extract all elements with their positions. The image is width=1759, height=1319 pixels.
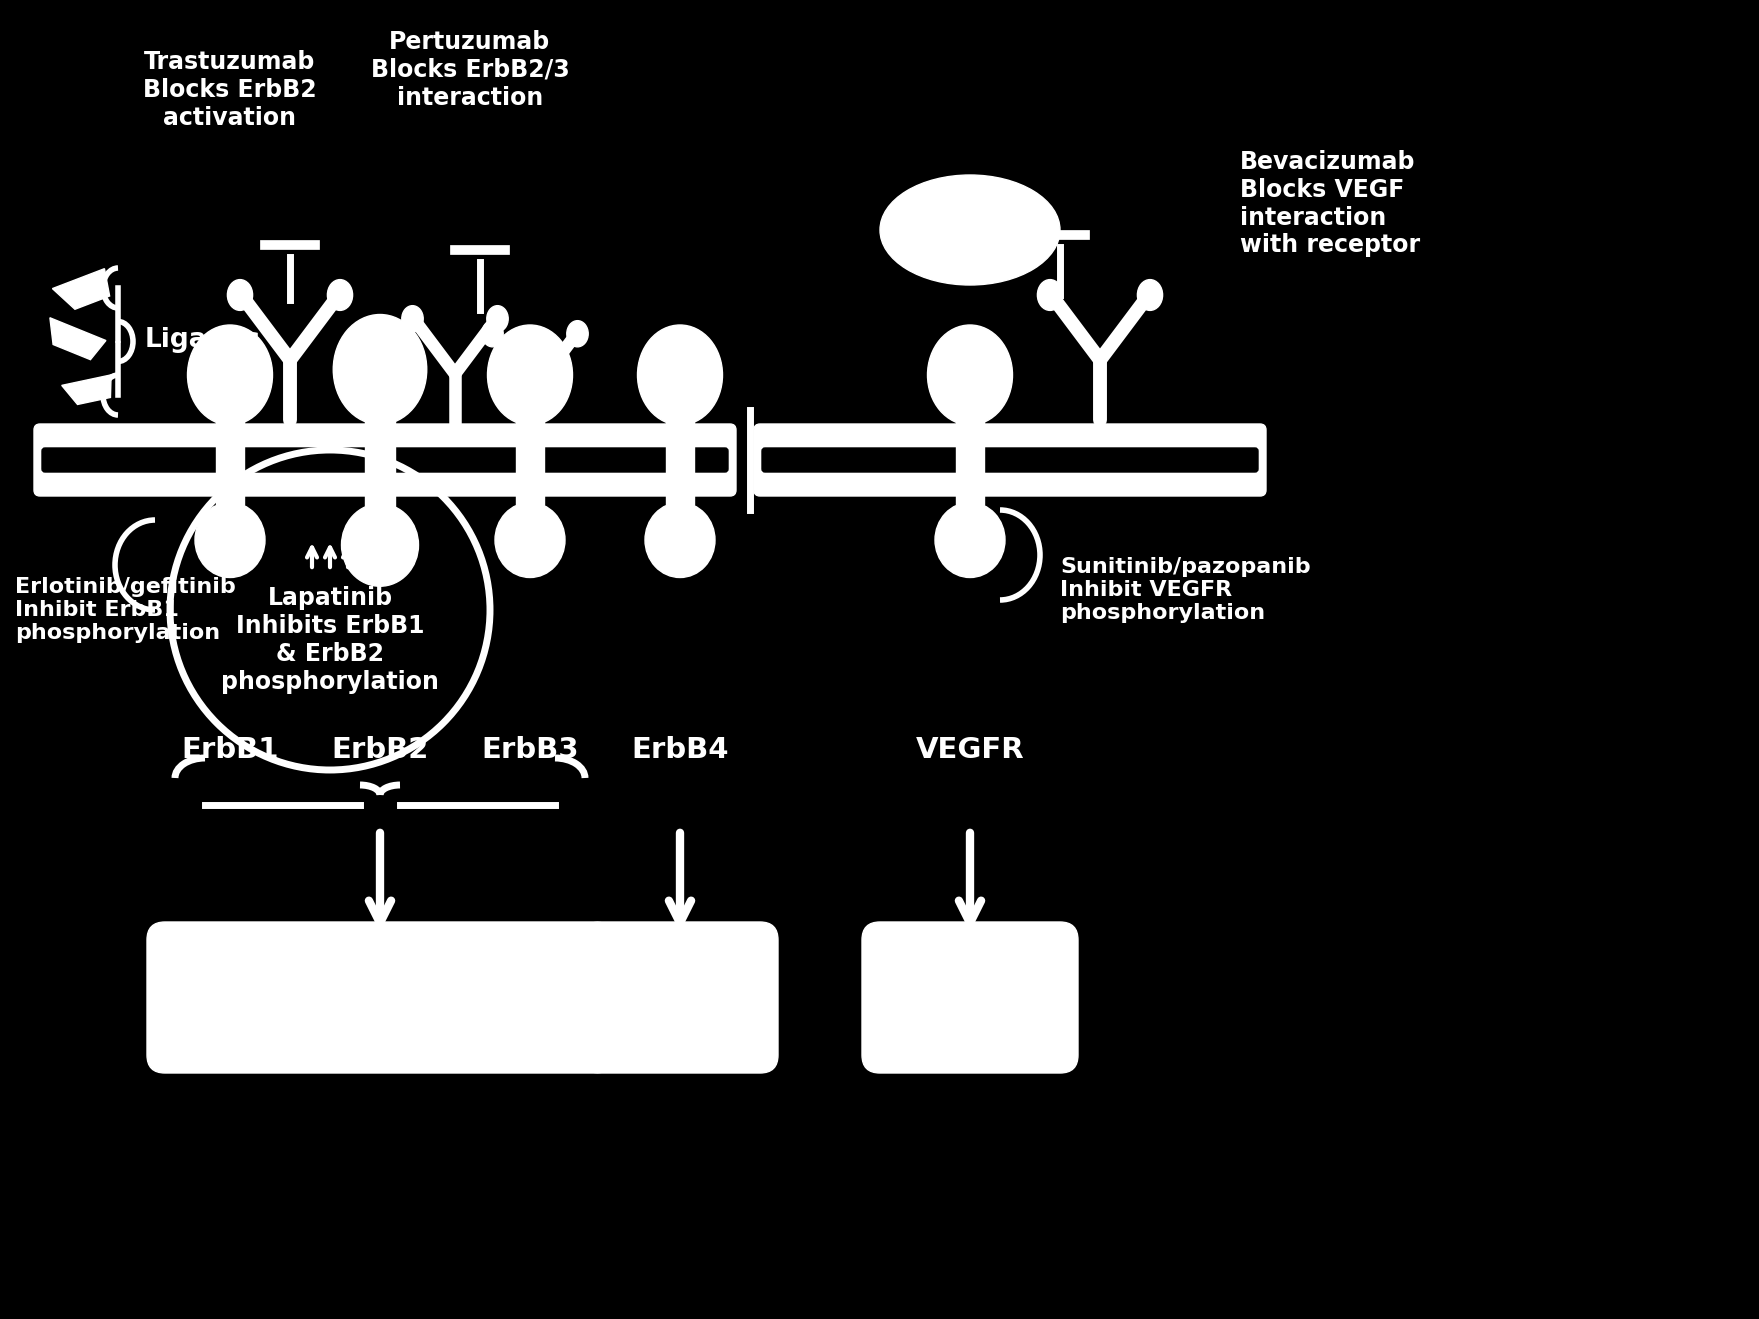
Bar (667, 415, 695, 505)
FancyBboxPatch shape (862, 922, 1078, 1072)
Ellipse shape (195, 503, 266, 578)
Text: Trastuzumab
Blocks ErbB2
activation: Trastuzumab Blocks ErbB2 activation (142, 50, 317, 129)
Ellipse shape (494, 503, 565, 578)
Ellipse shape (401, 306, 424, 332)
Ellipse shape (646, 503, 714, 578)
Bar (364, 413, 396, 506)
FancyBboxPatch shape (762, 448, 1258, 472)
Ellipse shape (188, 324, 273, 425)
Text: Pertuzumab
Blocks ErbB2/3
interaction: Pertuzumab Blocks ErbB2/3 interaction (371, 30, 570, 109)
Text: ErbB2: ErbB2 (331, 736, 429, 764)
FancyBboxPatch shape (148, 922, 612, 1072)
Ellipse shape (332, 314, 427, 425)
Text: Ligands: Ligands (144, 327, 260, 353)
FancyBboxPatch shape (755, 423, 1266, 496)
Text: ErbB3: ErbB3 (482, 736, 579, 764)
Polygon shape (53, 269, 109, 309)
FancyBboxPatch shape (33, 423, 735, 496)
FancyBboxPatch shape (42, 448, 728, 472)
Ellipse shape (566, 321, 588, 347)
Ellipse shape (327, 280, 352, 310)
Ellipse shape (487, 324, 572, 425)
Text: Erlotinib/gefitinib
Inhibit ErbB1
phosphorylation: Erlotinib/gefitinib Inhibit ErbB1 phosph… (16, 576, 236, 644)
Ellipse shape (927, 324, 1013, 425)
Polygon shape (62, 375, 111, 405)
Bar (955, 415, 983, 505)
Bar (515, 415, 544, 505)
Text: ErbB4: ErbB4 (631, 736, 728, 764)
Ellipse shape (482, 321, 503, 347)
Ellipse shape (341, 504, 419, 586)
Ellipse shape (1038, 280, 1062, 310)
Ellipse shape (637, 324, 723, 425)
Ellipse shape (487, 306, 508, 332)
Ellipse shape (227, 280, 253, 310)
FancyBboxPatch shape (582, 922, 777, 1072)
Text: ErbB1: ErbB1 (181, 736, 278, 764)
Ellipse shape (880, 175, 1061, 285)
Text: VEGFR: VEGFR (916, 736, 1024, 764)
Ellipse shape (1138, 280, 1163, 310)
Polygon shape (49, 318, 106, 360)
Ellipse shape (936, 503, 1004, 578)
Text: Sunitinib/pazopanib
Inhibit VEGFR
phosphorylation: Sunitinib/pazopanib Inhibit VEGFR phosph… (1061, 557, 1310, 623)
Bar (216, 415, 245, 505)
Text: Lapatinib
Inhibits ErbB1
& ErbB2
phosphorylation: Lapatinib Inhibits ErbB1 & ErbB2 phospho… (222, 587, 440, 694)
Text: Bevacizumab
Blocks VEGF
interaction
with receptor: Bevacizumab Blocks VEGF interaction with… (1240, 150, 1420, 257)
